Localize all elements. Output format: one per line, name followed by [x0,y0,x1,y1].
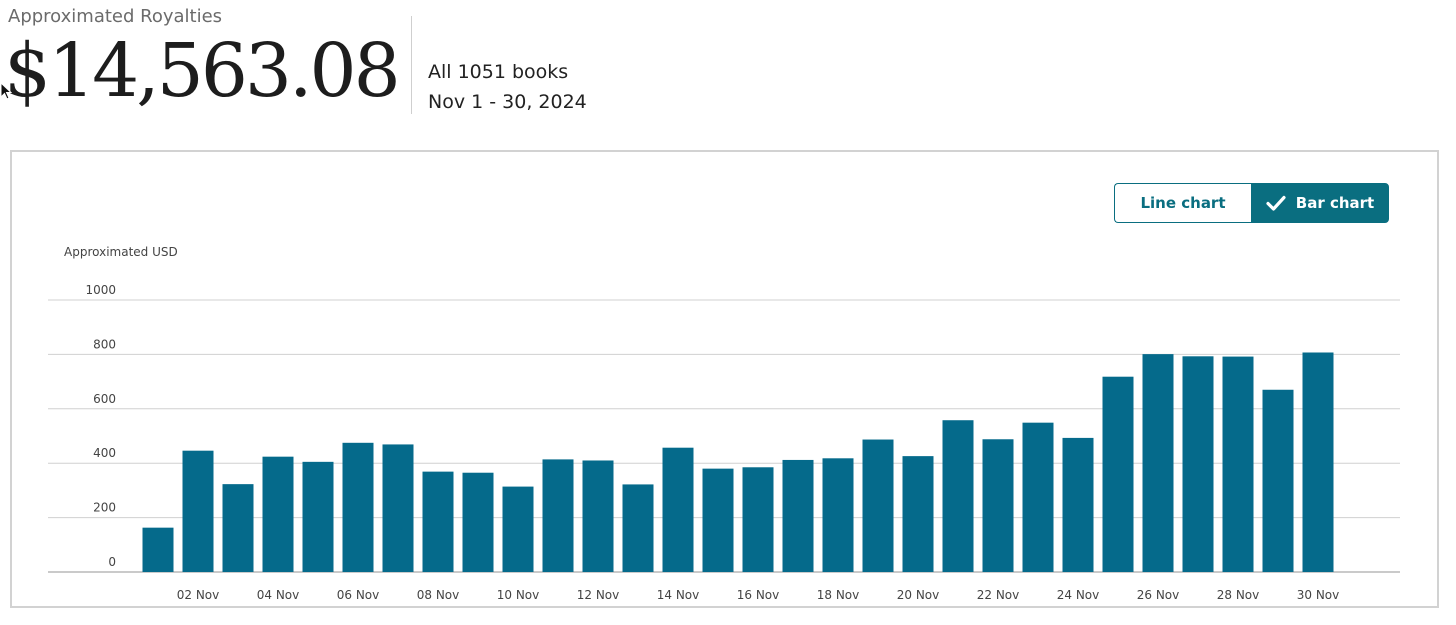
x-tick-label: 20 Nov [897,588,940,602]
x-tick-label: 22 Nov [977,588,1020,602]
bar-07-nov[interactable] [382,444,414,572]
royalties-summary: Approximated Royalties $14,563.08 All 10… [0,0,1456,140]
bar-chart: Approximated USD 0 200 400 600 800 1000 02 No… [48,245,1400,602]
x-tick-label: 06 Nov [337,588,380,602]
y-tick-label: 0 [108,555,116,569]
x-tick-label: 16 Nov [737,588,780,602]
bar-22-nov[interactable] [982,439,1014,572]
y-tick-label: 400 [93,446,116,460]
bar-24-nov[interactable] [1062,437,1094,572]
bar-16-nov[interactable] [742,467,774,572]
y-axis-title: Approximated USD [64,245,178,259]
x-tick-label: 04 Nov [257,588,300,602]
bar-15-nov[interactable] [702,468,734,572]
bar-30-nov[interactable] [1302,352,1334,572]
bar-20-nov[interactable] [902,456,934,572]
royalties-label: Approximated Royalties [8,6,223,27]
bar-08-nov[interactable] [422,471,454,572]
bar-chart-label: Bar chart [1295,194,1375,212]
bar-11-nov[interactable] [542,459,574,572]
x-tick-label: 14 Nov [657,588,700,602]
x-tick-label: 30 Nov [1297,588,1340,602]
y-tick-label: 600 [93,392,116,406]
check-icon [1266,195,1286,211]
cursor-icon [0,82,12,100]
bar-chart-button[interactable]: Bar chart [1251,183,1389,223]
bar-06-nov[interactable] [342,442,374,572]
bar-27-nov[interactable] [1182,356,1214,572]
bar-10-nov[interactable] [502,486,534,572]
bar-29-nov[interactable] [1262,389,1294,572]
y-tick-label: 1000 [85,283,116,297]
books-count: All 1051 books [428,61,569,83]
x-tick-label: 02 Nov [177,588,220,602]
bar-17-nov[interactable] [782,459,814,572]
x-tick-label: 24 Nov [1057,588,1100,602]
x-tick-label: 08 Nov [417,588,460,602]
bar-05-nov[interactable] [302,461,334,572]
line-chart-label: Line chart [1140,194,1226,212]
x-tick-label: 26 Nov [1137,588,1180,602]
x-tick-label: 28 Nov [1217,588,1260,602]
date-range: Nov 1 - 30, 2024 [428,91,587,113]
x-tick-label: 10 Nov [497,588,540,602]
y-tick-label: 800 [93,337,116,351]
y-tick-label: 200 [93,501,116,515]
bar-19-nov[interactable] [862,439,894,572]
bar-09-nov[interactable] [462,472,494,572]
x-tick-label: 12 Nov [577,588,620,602]
x-tick-label: 18 Nov [817,588,860,602]
bar-12-nov[interactable] [582,460,614,572]
bar-25-nov[interactable] [1102,376,1134,572]
bar-28-nov[interactable] [1222,356,1254,572]
bar-23-nov[interactable] [1022,422,1054,572]
bar-26-nov[interactable] [1142,354,1174,572]
line-chart-button[interactable]: Line chart [1114,183,1251,223]
bar-18-nov[interactable] [822,458,854,572]
bar-13-nov[interactable] [622,484,654,572]
bar-01-nov[interactable] [142,527,174,572]
chart-type-toggle: Line chart Bar chart [1114,183,1389,223]
bar-04-nov[interactable] [262,456,294,572]
bar-03-nov[interactable] [222,484,254,572]
bar-14-nov[interactable] [662,447,694,572]
royalties-total: $14,563.08 [4,28,401,114]
header-divider [411,16,412,114]
bar-21-nov[interactable] [942,420,974,572]
bar-02-nov[interactable] [182,450,214,572]
